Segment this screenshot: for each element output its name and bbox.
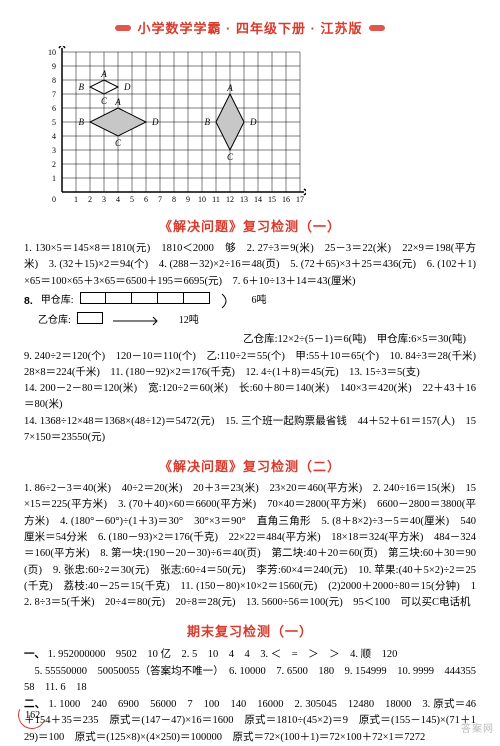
d8-brace-right: 6吨	[252, 293, 267, 309]
d8-topbars	[80, 292, 210, 310]
svg-text:9: 9	[186, 195, 190, 204]
svg-text:1: 1	[52, 174, 56, 183]
page-number-arc: 162	[14, 697, 50, 733]
svg-text:9: 9	[52, 62, 56, 71]
svg-text:A: A	[100, 69, 107, 79]
s3-g1: 一、 1. 952000000 9502 10 亿 2. 5 10 4 4 3.…	[24, 646, 476, 663]
d8-brace-right-svg	[220, 292, 246, 310]
svg-text:10: 10	[48, 48, 56, 57]
svg-text:14: 14	[254, 195, 262, 204]
svg-text:D: D	[151, 117, 159, 127]
svg-text:15: 15	[268, 195, 276, 204]
d8-bottombars	[77, 312, 103, 330]
svg-text:C: C	[101, 96, 108, 106]
svg-text:B: B	[79, 117, 85, 127]
svg-text:C: C	[115, 138, 122, 148]
s3-g1-label: 一、	[24, 648, 45, 660]
d8-label-bottom: 乙仓库:	[38, 313, 71, 329]
svg-text:10: 10	[198, 195, 206, 204]
header-accent-left	[115, 25, 131, 31]
d8-brace12: 12吨	[179, 313, 199, 329]
svg-text:B: B	[205, 117, 211, 127]
s1-line-6: 14. 1368÷12×48＝1368×(48÷12)＝5472(元) 15. …	[24, 414, 476, 447]
svg-text:D: D	[249, 117, 257, 127]
svg-text:6: 6	[52, 104, 56, 113]
svg-text:8: 8	[172, 195, 176, 204]
svg-text:13: 13	[240, 195, 248, 204]
s3-g1-l2: 5. 55550000 50050055（答案均不唯一） 6. 10000 7.…	[24, 664, 476, 697]
section-1-title: 《解决问题》复习检测（一）	[24, 216, 476, 235]
svg-text:16: 16	[282, 195, 290, 204]
svg-text:C: C	[227, 152, 234, 162]
header-bar: 小学数学学霸 · 四年级下册 · 江苏版	[24, 18, 476, 37]
svg-text:D: D	[123, 82, 131, 92]
svg-text:2: 2	[88, 195, 92, 204]
svg-text:11: 11	[212, 195, 220, 204]
section-1-content: 1. 130×5＝145×8＝1810(元) 1810＜2000 够 2. 27…	[24, 241, 476, 446]
s1-diagram8: 8. 甲仓库: 6吨 乙仓库: 12吨	[24, 292, 476, 331]
s1-line-3: 乙仓库:12×2÷(5－1)＝6(吨) 甲仓库:6×5＝30(吨)	[24, 332, 476, 348]
footer-watermark: 答案网	[461, 720, 494, 735]
s2-line-1: 1. 86÷2－3＝40(米) 40÷2＝20(米) 20＋3＝23(米) 23…	[24, 481, 476, 611]
header-accent-right	[369, 25, 385, 31]
svg-text:1: 1	[74, 195, 78, 204]
svg-text:5: 5	[130, 195, 134, 204]
svg-text:7: 7	[52, 90, 56, 99]
item8-number: 8.	[24, 293, 33, 309]
svg-text:4: 4	[52, 132, 56, 141]
svg-text:A: A	[226, 83, 233, 93]
svg-text:7: 7	[158, 195, 162, 204]
svg-text:4: 4	[116, 195, 120, 204]
chart-svg: 0123456789101112131415161712345678910ADC…	[44, 46, 306, 206]
svg-text:A: A	[114, 97, 121, 107]
svg-text:2: 2	[52, 160, 56, 169]
section-3-title: 期末复习检测（一）	[24, 621, 476, 640]
s1-line-5: 14. 200－2－80＝120(米) 宽:120÷2＝60(米) 长:60＋8…	[24, 381, 476, 414]
d8-brace12-svg	[113, 314, 173, 328]
header-title: 小学数学学霸 · 四年级下册 · 江苏版	[137, 18, 362, 37]
s1-line-4: 9. 240÷2＝120(个) 120－10＝110(个) 乙:110÷2＝55…	[24, 349, 476, 382]
coordinate-chart: 0123456789101112131415161712345678910ADC…	[44, 46, 476, 206]
section-3-content: 一、 1. 952000000 9502 10 亿 2. 5 10 4 4 3.…	[24, 646, 476, 746]
s3-g2: 二、 1. 1000 240 6900 56000 7 100 140 1600…	[24, 696, 476, 746]
s1-line-1: 1. 130×5＝145×8＝1810(元) 1810＜2000 够 2. 27…	[24, 241, 476, 290]
page-number-wrap: 162	[18, 701, 46, 729]
svg-text:3: 3	[52, 146, 56, 155]
d8-label-top: 甲仓库:	[41, 293, 74, 309]
svg-text:0: 0	[52, 195, 56, 204]
page-number: 162	[25, 710, 40, 721]
page-root: 小学数学学霸 · 四年级下册 · 江苏版 0123456789101112131…	[0, 0, 500, 739]
svg-text:12: 12	[226, 195, 234, 204]
svg-text:5: 5	[52, 118, 56, 127]
section-2-title: 《解决问题》复习检测（二）	[24, 456, 476, 475]
s3-g1-l1: 1. 952000000 9502 10 亿 2. 5 10 4 4 3. ＜ …	[48, 649, 398, 660]
s3-g2-l1: 1. 1000 240 6900 56000 7 100 140 16000 2…	[24, 699, 476, 743]
svg-text:B: B	[79, 82, 85, 92]
svg-text:8: 8	[52, 76, 56, 85]
svg-text:3: 3	[102, 195, 106, 204]
page-header: 小学数学学霸 · 四年级下册 · 江苏版	[24, 18, 476, 40]
svg-text:6: 6	[144, 195, 148, 204]
section-2-content: 1. 86÷2－3＝40(米) 40÷2＝20(米) 20＋3＝23(米) 23…	[24, 481, 476, 611]
svg-text:17: 17	[296, 195, 304, 204]
